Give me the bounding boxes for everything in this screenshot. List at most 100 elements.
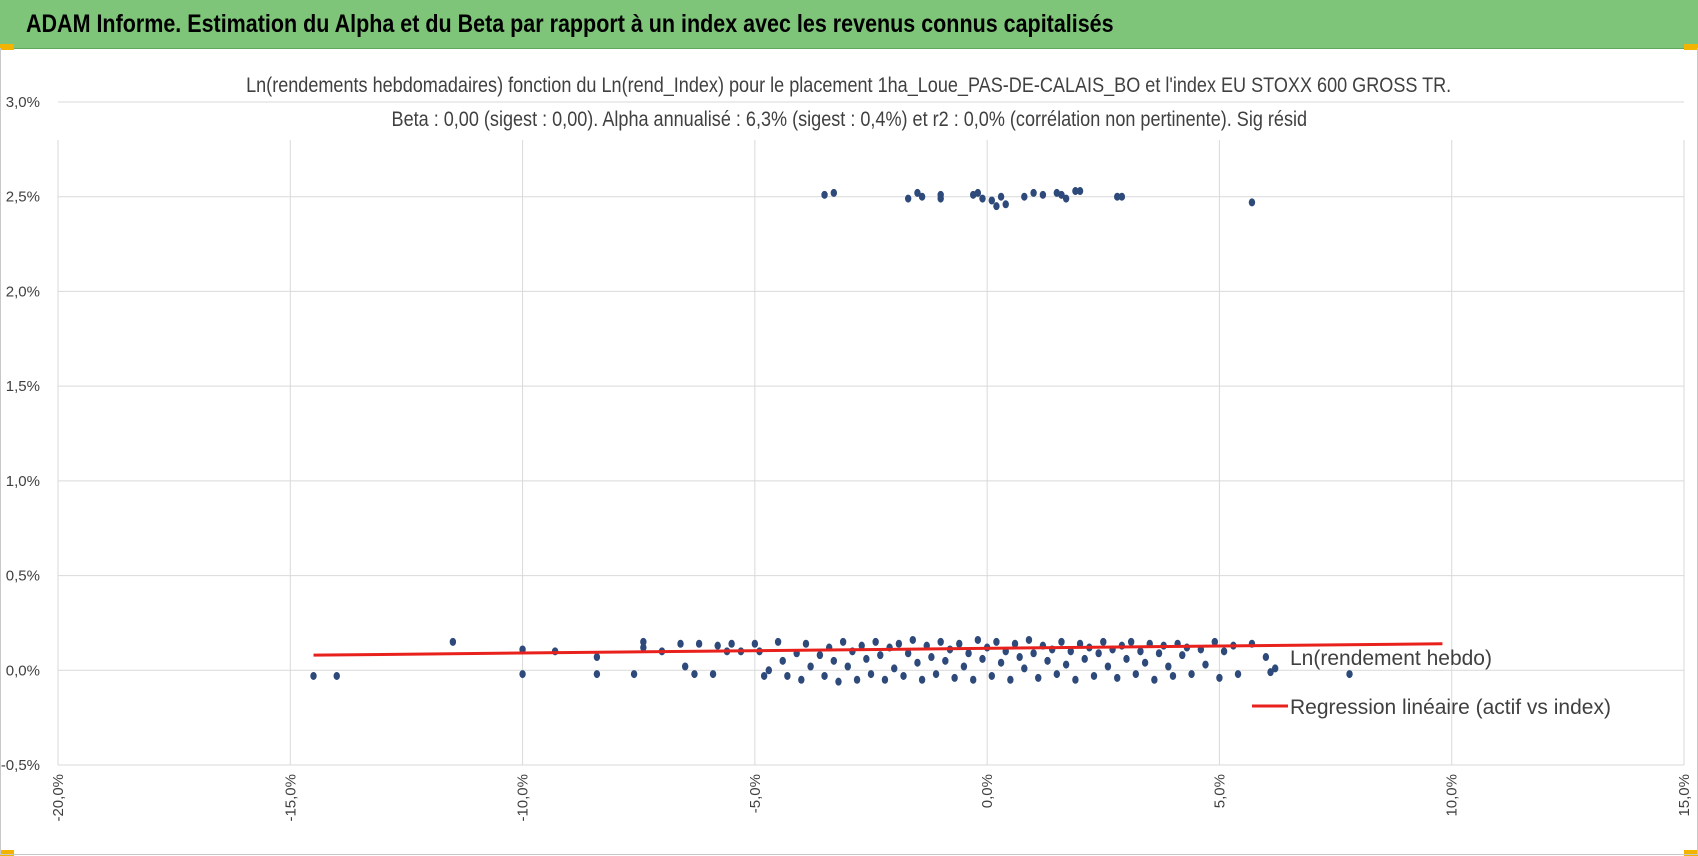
data-point [1039, 190, 1047, 199]
data-point [681, 662, 689, 671]
data-point [904, 649, 912, 658]
data-point [1165, 662, 1172, 671]
data-point [997, 658, 1005, 667]
data-point [1137, 647, 1144, 656]
data-point [979, 654, 986, 663]
data-point [728, 639, 735, 648]
chart-title-text: Ln(rendements hebdomadaires) fonction du… [246, 74, 1452, 97]
data-point [830, 188, 838, 197]
data-point [928, 653, 935, 662]
data-point [839, 637, 847, 646]
data-point [937, 637, 944, 646]
data-point [914, 188, 921, 197]
data-point [1262, 653, 1270, 662]
y-tick-label: 1,0% [6, 473, 40, 490]
data-point [956, 639, 963, 648]
data-point [1271, 664, 1279, 673]
data-point [1062, 660, 1070, 669]
regression-line [313, 642, 1443, 657]
frame-corner-top-left [0, 44, 14, 50]
data-point [867, 670, 875, 679]
data-point [895, 639, 903, 648]
data-point [1011, 639, 1019, 648]
data-point [960, 662, 968, 671]
data-point [988, 196, 995, 205]
data-point [640, 643, 647, 652]
data-point [1058, 637, 1065, 646]
data-point [965, 649, 972, 658]
data-point [714, 641, 721, 650]
data-point [1188, 670, 1195, 679]
data-point [1053, 670, 1061, 679]
data-point [1072, 187, 1079, 196]
data-point [816, 651, 824, 660]
data-point [695, 639, 703, 648]
report-banner: ADAM Informe. Estimation du Alpha et du … [0, 0, 1698, 49]
data-point [1151, 675, 1158, 684]
data-point [937, 190, 944, 199]
data-point [1346, 670, 1353, 679]
data-point [974, 188, 982, 197]
frame-corner-bottom-left [0, 850, 14, 856]
data-point [593, 670, 601, 679]
data-point [1002, 200, 1009, 209]
data-point [881, 675, 889, 684]
y-tick-label: 0,0% [6, 662, 40, 679]
data-point [877, 651, 884, 660]
y-tick-label: 1,5% [6, 378, 40, 395]
x-tick-label: 5,0% [1211, 774, 1228, 808]
y-tick-label: -0,5% [1, 757, 40, 774]
y-tick-label: 3,0% [6, 94, 40, 111]
data-point [1081, 654, 1088, 663]
data-point [1030, 649, 1037, 658]
x-tick-label: -15,0% [282, 774, 299, 822]
data-point [951, 673, 958, 682]
chart-subtitle: Beta : 0,00 (sigest : 0,00). Alpha annua… [0, 108, 1698, 132]
data-point [1058, 190, 1065, 199]
x-tick-label: -20,0% [50, 774, 67, 822]
report-title: ADAM Informe. Estimation du Alpha et du … [26, 10, 1114, 38]
data-point [993, 202, 1000, 211]
data-point [974, 635, 982, 644]
data-point [932, 670, 940, 679]
data-point [1141, 658, 1149, 667]
data-point [1179, 651, 1186, 660]
chart-subtitle-text: Beta : 0,00 (sigest : 0,00). Alpha annua… [391, 108, 1307, 131]
data-point [1123, 654, 1130, 663]
data-point [914, 658, 921, 667]
data-point [900, 671, 907, 680]
data-point [1132, 670, 1140, 679]
data-point [1118, 192, 1126, 201]
data-point [449, 637, 457, 646]
data-point [1044, 656, 1051, 665]
data-point [844, 662, 851, 671]
data-point [798, 675, 805, 684]
data-point [918, 192, 926, 201]
data-point [1114, 192, 1121, 201]
data-point [863, 654, 870, 663]
data-point [333, 671, 340, 680]
data-point [784, 671, 791, 680]
data-point [918, 675, 926, 684]
data-point [872, 637, 879, 646]
data-point [1220, 647, 1228, 656]
x-tick-label: 15,0% [1676, 774, 1693, 817]
data-point [1114, 673, 1121, 682]
data-point [1202, 660, 1209, 669]
y-tick-label: 2,5% [6, 189, 40, 206]
data-point [997, 192, 1005, 201]
data-point [751, 639, 759, 648]
data-point [993, 637, 1000, 646]
data-point [858, 641, 865, 650]
data-point [691, 670, 698, 679]
data-point [1155, 649, 1163, 658]
data-point [1076, 187, 1084, 196]
data-point [640, 637, 647, 646]
x-tick-label: 10,0% [1444, 774, 1461, 817]
data-point [1100, 637, 1107, 646]
data-point [807, 662, 814, 671]
data-point [519, 645, 526, 654]
data-point [904, 194, 912, 203]
data-point [593, 653, 601, 662]
